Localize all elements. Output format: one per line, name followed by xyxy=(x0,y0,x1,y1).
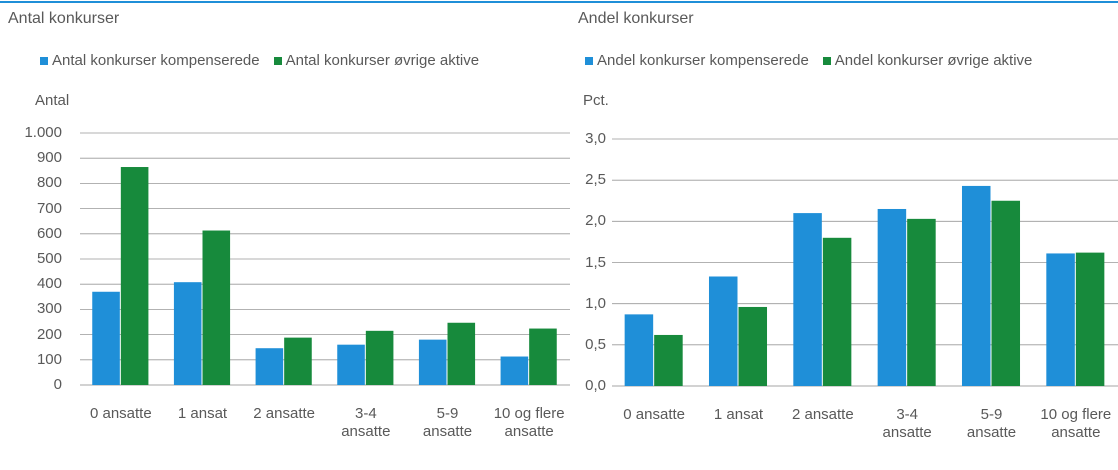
legend: Andel konkurser kompenserede Andel konkur… xyxy=(585,52,1046,70)
x-tick-label: 0 ansatte xyxy=(623,406,686,423)
bar xyxy=(120,167,149,385)
x-tick-label: 0 ansatte xyxy=(89,405,152,422)
legend-swatch xyxy=(273,57,282,65)
y-tick-label: 100 xyxy=(36,350,62,368)
y-axis-label: Pct. xyxy=(583,92,609,109)
y-tick-label: 700 xyxy=(36,199,62,217)
bar xyxy=(877,208,907,386)
x-tick-label: 10 og flere ansatte xyxy=(493,405,565,440)
y-tick-label: 2,0 xyxy=(585,212,606,230)
y-tick-label: 200 xyxy=(36,325,62,343)
y-tick-label: 3,0 xyxy=(585,130,606,147)
bar xyxy=(708,276,738,386)
bar xyxy=(365,330,394,385)
bar xyxy=(255,348,284,385)
legend-swatch xyxy=(40,57,48,65)
x-tick-label: 1 ansat xyxy=(713,406,764,423)
legend-label: Antal konkurser kompenserede xyxy=(52,52,260,69)
y-tick-label: 0,0 xyxy=(585,377,606,394)
bar xyxy=(738,306,768,386)
y-tick-label: 2,5 xyxy=(585,171,606,189)
x-tick-label: 2 ansatte xyxy=(253,405,316,422)
bar xyxy=(337,344,365,385)
bar xyxy=(1075,252,1105,386)
bar xyxy=(418,339,447,385)
y-tick-label: 1.000 xyxy=(24,124,62,141)
bar xyxy=(907,218,936,386)
x-tick-label: 10 og flere ansatte xyxy=(1040,406,1112,441)
bar xyxy=(500,356,529,385)
legend-label: Andel konkurser kompenserede xyxy=(597,52,809,69)
bar xyxy=(1046,253,1075,386)
chart-title: Antal konkurser xyxy=(8,10,120,27)
legend-label: Antal konkurser øvrige aktive xyxy=(285,52,480,69)
y-tick-label: 600 xyxy=(36,224,62,242)
legend: Antal konkurser kompenserede Antal konkur… xyxy=(40,52,493,70)
bar xyxy=(654,334,683,386)
x-tick-label: 2 ansatte xyxy=(791,406,854,423)
legend-swatch xyxy=(585,57,593,65)
y-tick-label: 400 xyxy=(36,275,62,293)
y-tick-label: 0,5 xyxy=(585,335,606,353)
bar xyxy=(961,185,991,386)
y-tick-label: 0 xyxy=(53,376,62,393)
bar xyxy=(173,282,202,385)
x-tick-label: 3-4 ansatte xyxy=(341,405,391,440)
y-tick-label: 500 xyxy=(36,250,62,267)
bar xyxy=(793,213,822,386)
legend-swatch xyxy=(822,57,831,65)
bar xyxy=(447,322,476,385)
y-tick-label: 900 xyxy=(36,149,62,167)
y-tick-label: 1,0 xyxy=(585,294,606,312)
chart-title: Andel konkurser xyxy=(578,10,694,27)
bar xyxy=(991,200,1021,386)
bar xyxy=(624,314,654,386)
x-tick-label: 1 ansat xyxy=(177,405,228,422)
legend-label: Andel konkurser øvrige aktive xyxy=(834,52,1033,69)
x-tick-label: 5-9 ansatte xyxy=(966,406,1017,441)
x-tick-label: 5-9 ansatte xyxy=(422,405,473,440)
bar xyxy=(202,230,231,385)
bar xyxy=(284,337,312,385)
bar xyxy=(92,291,120,385)
bar xyxy=(529,328,557,385)
x-tick-label: 3-4 ansatte xyxy=(882,406,932,441)
bar xyxy=(822,237,852,386)
y-tick-label: 800 xyxy=(36,174,62,192)
y-tick-label: 300 xyxy=(36,300,62,318)
y-tick-label: 1,5 xyxy=(585,253,606,271)
y-axis-label: Antal xyxy=(35,92,70,109)
